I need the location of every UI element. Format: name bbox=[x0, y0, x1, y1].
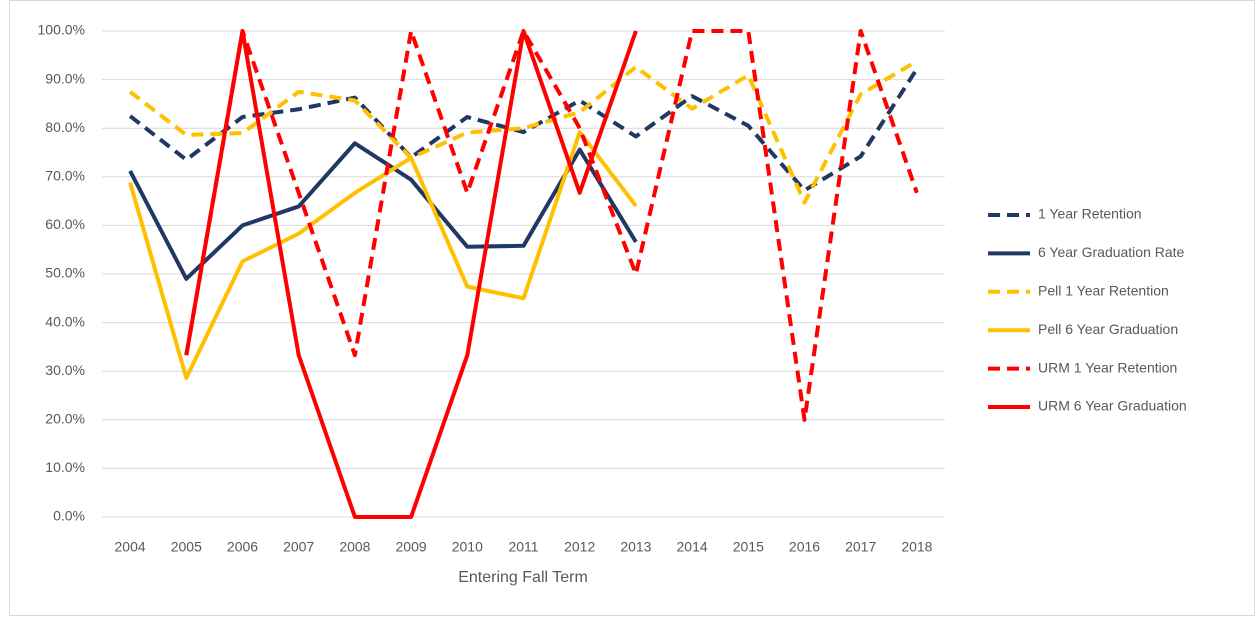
x-tick-label: 2004 bbox=[115, 539, 146, 555]
legend-label: URM 6 Year Graduation bbox=[1038, 398, 1187, 414]
y-tick-label: 10.0% bbox=[45, 459, 85, 475]
series-line bbox=[128, 67, 919, 193]
x-tick-label: 2017 bbox=[845, 539, 876, 555]
legend-label: URM 1 Year Retention bbox=[1038, 359, 1177, 375]
series-line bbox=[128, 130, 638, 381]
series-line bbox=[128, 141, 638, 281]
x-tick-label: 2009 bbox=[396, 539, 427, 555]
x-tick-label: 2018 bbox=[901, 539, 932, 555]
x-tick-label: 2014 bbox=[677, 539, 708, 555]
x-tick-label: 2010 bbox=[452, 539, 483, 555]
y-tick-label: 90.0% bbox=[45, 70, 85, 86]
legend-label: Pell 1 Year Retention bbox=[1038, 283, 1169, 299]
x-tick-label: 2012 bbox=[564, 539, 595, 555]
legend-label: 1 Year Retention bbox=[1038, 206, 1142, 222]
x-tick-label: 2005 bbox=[171, 539, 202, 555]
chart-frame bbox=[9, 0, 1255, 616]
y-tick-label: 60.0% bbox=[45, 216, 85, 232]
x-tick-label: 2015 bbox=[733, 539, 764, 555]
y-tick-label: 80.0% bbox=[45, 119, 85, 135]
x-tick-label: 2016 bbox=[789, 539, 820, 555]
x-tick-label: 2013 bbox=[620, 539, 651, 555]
x-axis-title: Entering Fall Term bbox=[458, 569, 588, 586]
x-tick-label: 2007 bbox=[283, 539, 314, 555]
x-tick-label: 2011 bbox=[508, 539, 538, 555]
y-tick-label: 0.0% bbox=[53, 508, 85, 524]
x-tick-label: 2006 bbox=[227, 539, 258, 555]
y-tick-label: 70.0% bbox=[45, 168, 85, 184]
legend-label: Pell 6 Year Graduation bbox=[1038, 321, 1178, 337]
series-line bbox=[184, 29, 638, 519]
y-tick-label: 100.0% bbox=[38, 22, 85, 38]
y-tick-label: 40.0% bbox=[45, 313, 85, 329]
series-line bbox=[184, 29, 919, 422]
y-tick-label: 30.0% bbox=[45, 362, 85, 378]
y-tick-label: 50.0% bbox=[45, 265, 85, 281]
x-tick-label: 2008 bbox=[339, 539, 370, 555]
legend-label: 6 Year Graduation Rate bbox=[1038, 244, 1185, 260]
y-tick-label: 20.0% bbox=[45, 411, 85, 427]
